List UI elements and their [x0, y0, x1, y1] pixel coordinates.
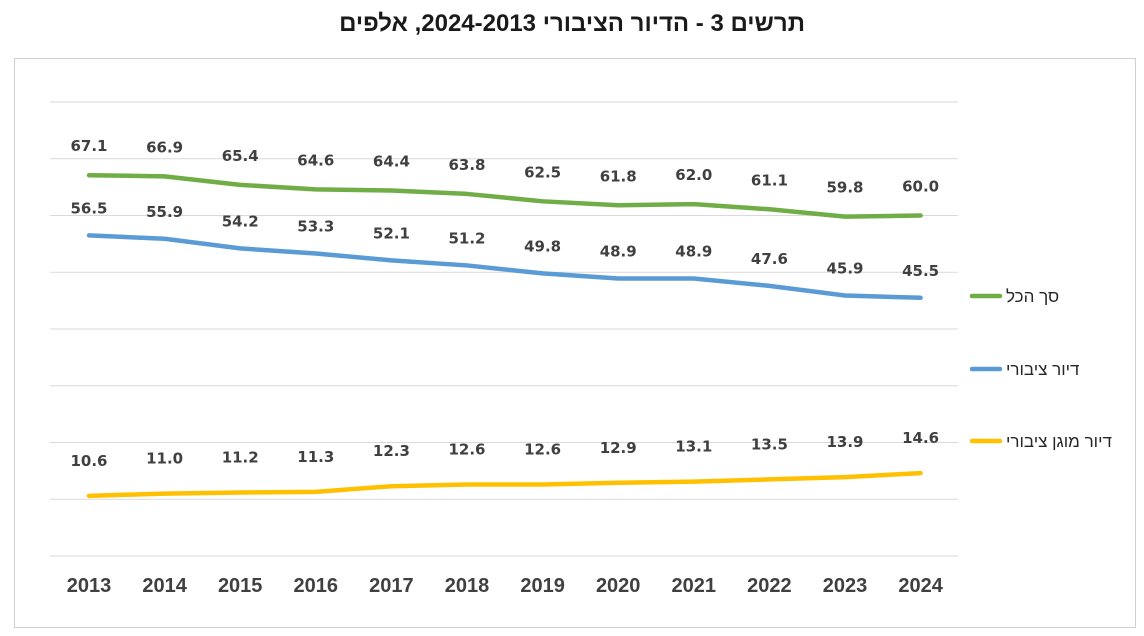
legend-label: דיור מוגן ציבורי [1006, 432, 1112, 451]
series-line [86, 233, 923, 301]
data-label: 12.6 [448, 440, 485, 458]
data-label: 47.6 [751, 250, 788, 268]
legend-label: סך הכל [1006, 287, 1059, 306]
data-label: 12.6 [524, 440, 561, 458]
data-label: 12.9 [600, 439, 637, 457]
data-label: 54.2 [222, 212, 259, 230]
data-label: 51.2 [448, 229, 485, 247]
data-label: 13.5 [751, 435, 788, 453]
data-label: 67.1 [70, 137, 107, 155]
x-tick-label: 2020 [596, 575, 641, 597]
data-label: 11.2 [222, 448, 259, 466]
data-label: 10.6 [70, 452, 107, 470]
x-tick-label: 2023 [823, 575, 868, 597]
data-label: 66.9 [146, 138, 183, 156]
x-tick-label: 2024 [898, 575, 943, 597]
data-label: 56.5 [70, 199, 107, 217]
data-label: 11.0 [146, 450, 183, 468]
data-label: 52.1 [373, 224, 410, 242]
data-label: 60.0 [902, 178, 939, 196]
x-tick-label: 2013 [67, 575, 112, 597]
x-tick-label: 2017 [369, 575, 414, 597]
series-line [86, 172, 923, 219]
data-label: 62.5 [524, 163, 561, 181]
legend-label: דיור ציבורי [1006, 360, 1079, 379]
x-tick-label: 2022 [747, 575, 792, 597]
data-label: 55.9 [146, 203, 183, 221]
data-label: 62.0 [675, 166, 712, 184]
data-label: 48.9 [600, 242, 637, 260]
data-label: 13.9 [826, 433, 863, 451]
data-label: 45.5 [902, 262, 939, 280]
data-label: 63.8 [448, 156, 485, 174]
data-label: 45.9 [826, 260, 863, 278]
chart-frame [14, 58, 1136, 628]
data-label: 61.1 [751, 171, 788, 189]
x-tick-label: 2021 [672, 575, 717, 597]
data-label: 64.4 [373, 153, 410, 171]
data-label: 53.3 [297, 218, 334, 236]
x-axis-ticks: 2013 2014 2015 2016 2017 2018 2019 2020 2021 2022… [67, 575, 944, 597]
data-label: 64.6 [297, 151, 334, 169]
data-label: 11.3 [297, 448, 334, 466]
data-label: 12.3 [373, 442, 410, 460]
chart-title: תרשים 3 - הדיור הציבורי 2024-2013, אלפים [339, 10, 805, 37]
x-tick-label: 2018 [445, 575, 490, 597]
series-line [86, 470, 923, 499]
data-label: 59.8 [826, 179, 863, 197]
series-lines [86, 172, 923, 499]
data-label: 65.4 [222, 147, 259, 165]
x-tick-label: 2016 [294, 575, 339, 597]
data-label: 13.1 [675, 438, 712, 456]
x-tick-label: 2015 [218, 575, 263, 597]
data-label: 14.6 [902, 429, 939, 447]
gridlines [50, 101, 958, 557]
legend: סך הכל דיור ציבורי דיור מוגן ציבורי [969, 287, 1112, 451]
data-label: 49.8 [524, 237, 561, 255]
data-labels: 67.1 66.9 65.4 64.6 64.4 63.8 62.5 61.8 62.0 61.1… [70, 137, 939, 470]
x-tick-label: 2014 [142, 575, 187, 597]
data-label: 61.8 [600, 167, 637, 185]
data-label: 48.9 [675, 242, 712, 260]
x-tick-label: 2019 [520, 575, 565, 597]
